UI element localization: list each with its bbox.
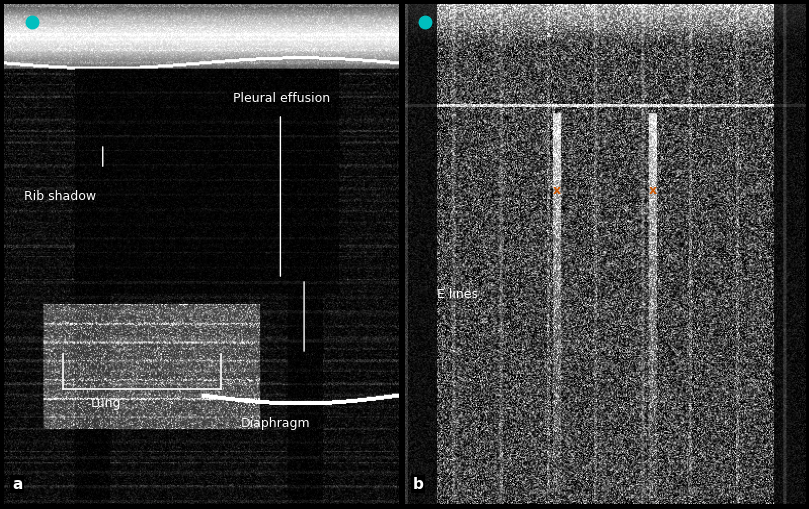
Text: x: x bbox=[553, 183, 561, 196]
Text: Rib shadow: Rib shadow bbox=[23, 190, 96, 203]
Text: a: a bbox=[12, 476, 23, 492]
Text: Pleural effusion: Pleural effusion bbox=[233, 92, 330, 105]
Text: E lines: E lines bbox=[437, 288, 477, 301]
Text: Diaphragm: Diaphragm bbox=[241, 416, 311, 430]
Text: b: b bbox=[413, 476, 423, 492]
Text: x: x bbox=[649, 183, 657, 196]
Text: Lung: Lung bbox=[91, 397, 121, 410]
